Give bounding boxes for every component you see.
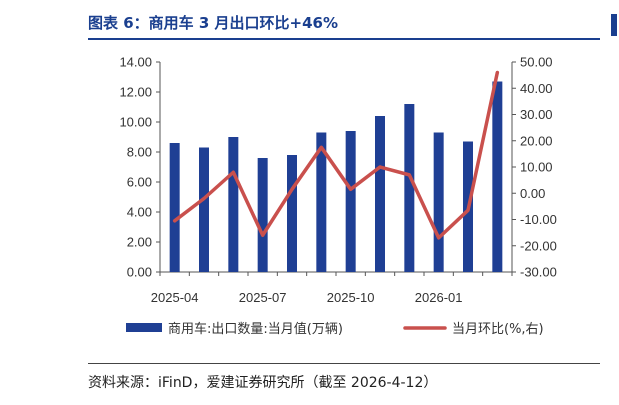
- y-right-tick-label: -30.00: [520, 265, 557, 280]
- export-volume-bar: [228, 137, 239, 272]
- legend-label-line: 当月环比(%,右): [452, 322, 544, 337]
- source-divider: [88, 363, 600, 364]
- y-right-tick-label: 20.00: [520, 133, 553, 148]
- y-left-tick-label: 2.00: [127, 235, 152, 250]
- y-left-tick-label: 0.00: [127, 265, 152, 280]
- y-right-tick-label: 40.00: [520, 81, 553, 96]
- export-volume-bar: [492, 81, 503, 272]
- x-tick-label: 2025-10: [327, 290, 375, 305]
- export-volume-bar: [257, 158, 268, 272]
- chart-title: 图表 6：商用车 3 月出口环比+46%: [88, 14, 339, 32]
- y-right-tick-label: -20.00: [520, 238, 557, 253]
- title-underline: [88, 38, 600, 40]
- export-volume-bar: [316, 132, 327, 272]
- y-right-tick-label: 50.00: [520, 55, 553, 70]
- export-volume-bar: [404, 104, 415, 272]
- source-note: 资料来源：iFinD，爱建证券研究所（截至 2026-4-12）: [88, 375, 438, 391]
- export-volume-bar: [375, 116, 385, 272]
- export-chart: 0.00 2.00 4.00 6.00 8.00 10.00 12.00 14.00 -30.0…: [119, 55, 557, 338]
- export-volume-bar: [199, 147, 209, 272]
- x-tick-label: 2026-01: [415, 290, 463, 305]
- export-volume-bar: [169, 143, 180, 272]
- legend-label-bars: 商用车:出口数量:当月值(万辆): [168, 321, 343, 337]
- x-tick-label: 2025-04: [151, 290, 199, 305]
- y-right-tick-label: -10.00: [520, 212, 557, 227]
- mom-change-line: [172, 70, 500, 240]
- y-right-tick-label: 30.00: [520, 107, 553, 122]
- y-left-tick-label: 12.00: [119, 85, 152, 100]
- y-left-tick-label: 4.00: [127, 205, 152, 220]
- x-tick-label: 2025-07: [239, 290, 287, 305]
- export-volume-bar: [287, 155, 297, 272]
- export-volume-bar: [345, 131, 356, 272]
- export-volume-bar: [433, 132, 444, 272]
- y-left-tick-label: 8.00: [127, 145, 152, 160]
- y-right-tick-label: 10.00: [520, 160, 553, 175]
- adjacent-figure-edge: [611, 14, 617, 36]
- y-left-tick-label: 10.00: [119, 115, 152, 130]
- legend-swatch-bars: [126, 323, 162, 332]
- y-right-tick-label: 0.00: [520, 186, 545, 201]
- y-left-tick-label: 14.00: [119, 55, 152, 70]
- y-left-tick-label: 6.00: [127, 175, 152, 190]
